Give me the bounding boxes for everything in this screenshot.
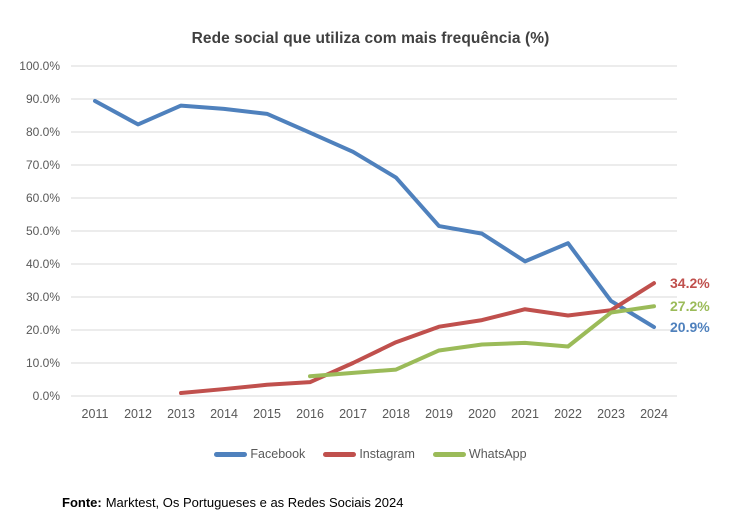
- x-axis-tick-label: 2021: [511, 407, 539, 421]
- x-axis-tick-label: 2019: [425, 407, 453, 421]
- x-axis-tick-label: 2020: [468, 407, 496, 421]
- x-axis-tick-label: 2023: [597, 407, 625, 421]
- x-axis-tick-label: 2018: [382, 407, 410, 421]
- legend-item-facebook: Facebook: [214, 447, 305, 461]
- y-axis-tick-label: 60.0%: [26, 191, 60, 205]
- series-line-instagram: [179, 281, 656, 396]
- legend-item-whatsapp: WhatsApp: [432, 447, 527, 461]
- y-axis-tick-label: 70.0%: [26, 158, 60, 172]
- y-axis-tick-label: 80.0%: [26, 125, 60, 139]
- series-end-label-facebook: 20.9%: [670, 319, 710, 335]
- chart-title: Rede social que utiliza com mais frequên…: [191, 30, 550, 47]
- legend-swatch-instagram: [323, 451, 357, 457]
- source-note-label: Fonte:: [62, 495, 102, 510]
- source-note: Fonte: Marktest, Os Portugueses e as Rede…: [62, 495, 403, 510]
- source-note-text: Marktest, Os Portugueses e as Redes Soci…: [105, 495, 404, 510]
- y-axis-tick-label: 90.0%: [26, 92, 60, 106]
- legend: Facebook Instagram WhatsApp: [0, 447, 741, 461]
- x-axis-tick-label: 2017: [339, 407, 367, 421]
- y-axis-tick-label: 100.0%: [19, 59, 60, 73]
- x-axis-tick-label: 2013: [167, 407, 195, 421]
- x-axis-tick-label: 2016: [296, 407, 324, 421]
- series-end-label-whatsapp: 27.2%: [670, 298, 710, 314]
- y-axis-tick-label: 20.0%: [26, 323, 60, 337]
- series-line-whatsapp: [308, 304, 656, 379]
- x-axis-tick-label: 2011: [82, 407, 109, 421]
- legend-label: WhatsApp: [468, 447, 527, 461]
- series-line-facebook: [93, 98, 656, 330]
- legend-label: Instagram: [359, 447, 415, 461]
- x-axis-tick-label: 2024: [640, 407, 668, 421]
- y-axis-tick-label: 0.0%: [33, 389, 61, 403]
- legend-item-instagram: Instagram: [323, 447, 415, 461]
- series-end-label-instagram: 34.2%: [670, 275, 710, 291]
- legend-swatch-facebook: [214, 451, 248, 457]
- x-axis-tick-label: 2012: [124, 407, 152, 421]
- x-axis-tick-label: 2022: [554, 407, 582, 421]
- x-axis-tick-label: 2015: [253, 407, 281, 421]
- legend-label: Facebook: [250, 447, 306, 461]
- y-axis-tick-label: 40.0%: [26, 257, 60, 271]
- y-axis-tick-label: 30.0%: [26, 290, 60, 304]
- y-axis-tick-label: 50.0%: [26, 224, 60, 238]
- legend-swatch-whatsapp: [432, 451, 466, 457]
- y-axis-tick-label: 10.0%: [26, 356, 60, 370]
- x-axis-tick-label: 2014: [210, 407, 238, 421]
